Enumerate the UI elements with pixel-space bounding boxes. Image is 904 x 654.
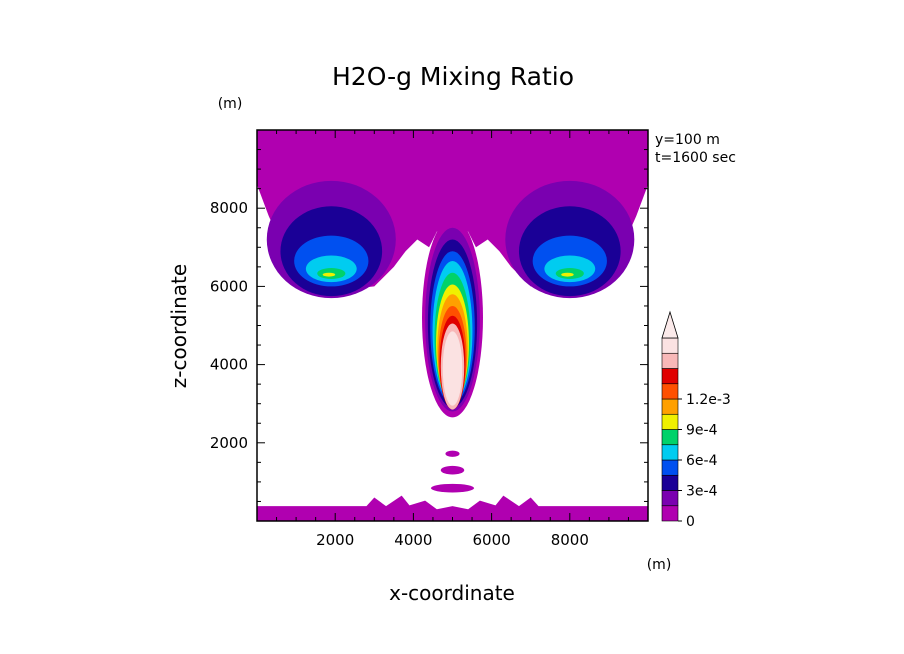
contour-fills bbox=[257, 130, 648, 521]
y-tick-label: 4000 bbox=[210, 356, 248, 374]
y-axis: 2000 4000 6000 8000 bbox=[210, 149, 648, 502]
x-tick-label: 6000 bbox=[473, 531, 511, 549]
colorbar-tick-label: 3e-4 bbox=[686, 484, 718, 500]
contour-lens-3 bbox=[430, 483, 475, 493]
colorbar: 0 3e-4 6e-4 9e-4 1.2e-3 bbox=[661, 310, 731, 530]
colorbar-swatch bbox=[661, 413, 679, 430]
colorbar-swatch bbox=[661, 444, 679, 461]
x-tick-label: 4000 bbox=[394, 531, 432, 549]
colorbar-swatch bbox=[661, 490, 679, 507]
contour-column-level-11 bbox=[442, 331, 463, 406]
colorbar-swatch bbox=[661, 352, 679, 369]
annotation-t: t=1600 sec bbox=[655, 150, 736, 166]
y-tick-label: 2000 bbox=[210, 434, 248, 452]
annotation-y: y=100 m bbox=[655, 132, 720, 148]
x-axis-label: x-coordinate bbox=[389, 581, 515, 605]
x-tick-label: 2000 bbox=[316, 531, 354, 549]
contour-lens-2 bbox=[440, 465, 465, 475]
colorbar-swatch bbox=[661, 398, 679, 415]
colorbar-tick-label: 6e-4 bbox=[686, 453, 718, 469]
colorbar-swatch bbox=[661, 429, 679, 446]
x-tick-label: 8000 bbox=[551, 531, 589, 549]
y-axis-label: z-coordinate bbox=[167, 264, 191, 388]
colorbar-swatch bbox=[661, 505, 679, 522]
x-unit-label: (m) bbox=[647, 557, 672, 573]
colorbar-swatch bbox=[661, 383, 679, 400]
contour-left-anvil-l6 bbox=[322, 272, 336, 277]
y-tick-label: 6000 bbox=[210, 277, 248, 295]
colorbar-swatch bbox=[661, 474, 679, 491]
colorbar-swatch bbox=[661, 368, 679, 385]
colorbar-tick-label: 0 bbox=[686, 514, 695, 530]
colorbar-extend-arrow bbox=[661, 310, 679, 339]
chart-title: H2O-g Mixing Ratio bbox=[332, 62, 574, 91]
colorbar-tick-label: 1.2e-3 bbox=[686, 392, 731, 408]
contour-surface-layer bbox=[257, 495, 648, 521]
colorbar-tick-label: 9e-4 bbox=[686, 423, 718, 439]
contour-right-anvil-l6 bbox=[561, 272, 574, 277]
colorbar-swatch bbox=[661, 337, 679, 354]
contour-lens-1 bbox=[445, 450, 460, 457]
y-unit-label: (m) bbox=[218, 96, 243, 112]
y-tick-label: 8000 bbox=[210, 199, 248, 217]
colorbar-swatch bbox=[661, 459, 679, 476]
plot-area: 2000 4000 6000 8000 2000 4000 6000 8000 bbox=[210, 129, 649, 549]
x-axis: 2000 4000 6000 8000 bbox=[276, 130, 629, 549]
